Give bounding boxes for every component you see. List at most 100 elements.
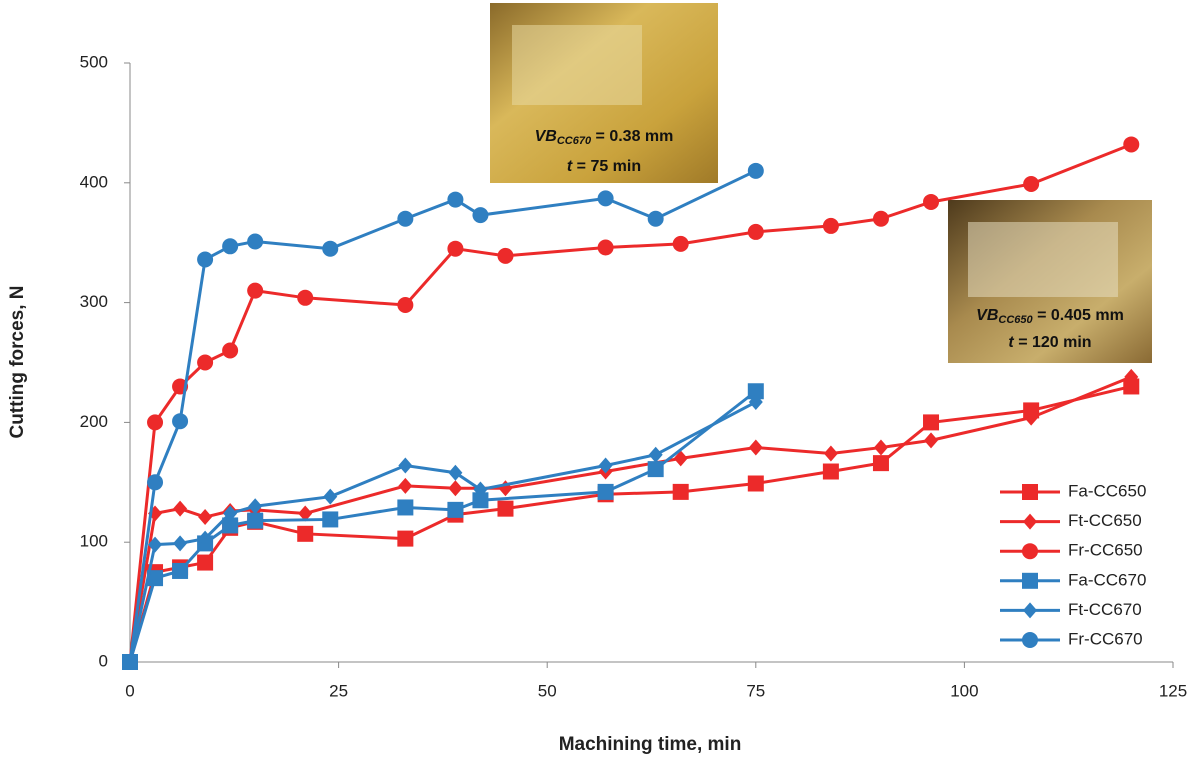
marker	[597, 239, 614, 256]
marker	[923, 414, 940, 431]
annotation-text: = 120 min	[1014, 334, 1092, 351]
annotation-symbol: t	[1008, 334, 1014, 351]
marker	[747, 475, 764, 492]
annotation: VBCC650 = 0.405 mm	[976, 307, 1124, 326]
marker	[298, 505, 313, 522]
y-axis-title: Cutting forces, N	[7, 285, 28, 438]
legend-marker	[1023, 513, 1037, 530]
legend-label: Fr-CC670	[1068, 629, 1143, 648]
marker	[472, 492, 489, 509]
marker	[222, 342, 239, 359]
marker	[823, 445, 838, 462]
marker	[1023, 175, 1040, 192]
y-tick-label: 200	[80, 412, 108, 431]
marker	[197, 554, 214, 571]
annotation-symbol: VB	[535, 128, 557, 145]
marker	[247, 512, 264, 529]
marker	[1123, 136, 1140, 153]
marker	[322, 511, 339, 528]
marker	[748, 439, 763, 456]
marker	[447, 501, 464, 518]
marker	[747, 383, 764, 400]
y-tick-label: 500	[80, 52, 108, 71]
wear-area	[968, 222, 1118, 297]
marker	[398, 477, 413, 494]
marker	[673, 450, 688, 467]
annotation-symbol: VB	[976, 307, 998, 324]
marker	[1024, 409, 1039, 426]
marker	[397, 530, 414, 547]
x-tick-label: 125	[1159, 681, 1187, 700]
marker	[447, 240, 464, 257]
legend-label: Fa-CC650	[1068, 481, 1146, 500]
marker	[198, 509, 213, 526]
marker	[397, 296, 414, 313]
marker	[222, 517, 239, 534]
marker	[397, 499, 414, 516]
marker	[247, 233, 264, 250]
marker	[247, 282, 264, 299]
annotation: t = 120 min	[1008, 334, 1091, 351]
x-tick-label: 75	[746, 681, 765, 700]
marker	[172, 562, 189, 579]
y-tick-label: 300	[80, 292, 108, 311]
marker	[223, 505, 238, 522]
marker	[822, 463, 839, 480]
x-tick-label: 100	[950, 681, 978, 700]
marker	[172, 413, 189, 430]
annotation: VBCC670 = 0.38 mm	[535, 128, 674, 147]
marker	[597, 483, 614, 500]
legend-marker	[1022, 572, 1038, 589]
marker	[148, 536, 163, 553]
annotation: t = 75 min	[567, 158, 641, 175]
marker	[597, 190, 614, 207]
marker	[147, 570, 164, 587]
annotation-subscript: CC650	[998, 314, 1033, 326]
marker	[747, 223, 764, 240]
marker	[147, 474, 164, 491]
marker	[197, 251, 214, 268]
marker	[672, 483, 689, 500]
annotation-text: = 0.38 mm	[591, 128, 673, 145]
marker	[473, 481, 488, 498]
marker	[873, 439, 888, 456]
annotation-symbol: t	[567, 158, 573, 175]
annotation-text: = 0.405 mm	[1033, 307, 1124, 324]
marker	[448, 464, 463, 481]
marker	[822, 217, 839, 234]
marker	[1123, 378, 1140, 395]
x-axis-title: Machining time, min	[559, 734, 742, 755]
x-tick-label: 50	[538, 681, 557, 700]
marker	[598, 457, 613, 474]
legend-label: Ft-CC650	[1068, 511, 1142, 530]
marker	[924, 432, 939, 449]
legend-label: Fa-CC670	[1068, 570, 1146, 589]
marker	[497, 500, 514, 517]
wear-area	[512, 25, 642, 105]
marker	[173, 535, 188, 552]
marker	[872, 455, 889, 472]
marker	[923, 193, 940, 210]
y-tick-label: 400	[80, 172, 108, 191]
marker	[322, 240, 339, 257]
x-tick-label: 25	[329, 681, 348, 700]
marker	[198, 530, 213, 547]
legend-marker	[1023, 602, 1037, 619]
y-tick-label: 0	[99, 651, 108, 670]
annotation-subscript: CC670	[557, 135, 592, 147]
legend-marker	[1022, 484, 1038, 500]
marker	[672, 235, 689, 252]
marker	[297, 289, 314, 306]
marker	[872, 210, 889, 227]
annotation-text: = 75 min	[572, 158, 641, 175]
marker	[648, 446, 663, 463]
marker	[748, 394, 763, 411]
marker	[1124, 368, 1139, 385]
marker	[497, 247, 514, 264]
marker	[173, 500, 188, 517]
marker	[398, 457, 413, 474]
marker	[323, 488, 338, 505]
marker	[448, 480, 463, 497]
marker	[248, 498, 263, 515]
